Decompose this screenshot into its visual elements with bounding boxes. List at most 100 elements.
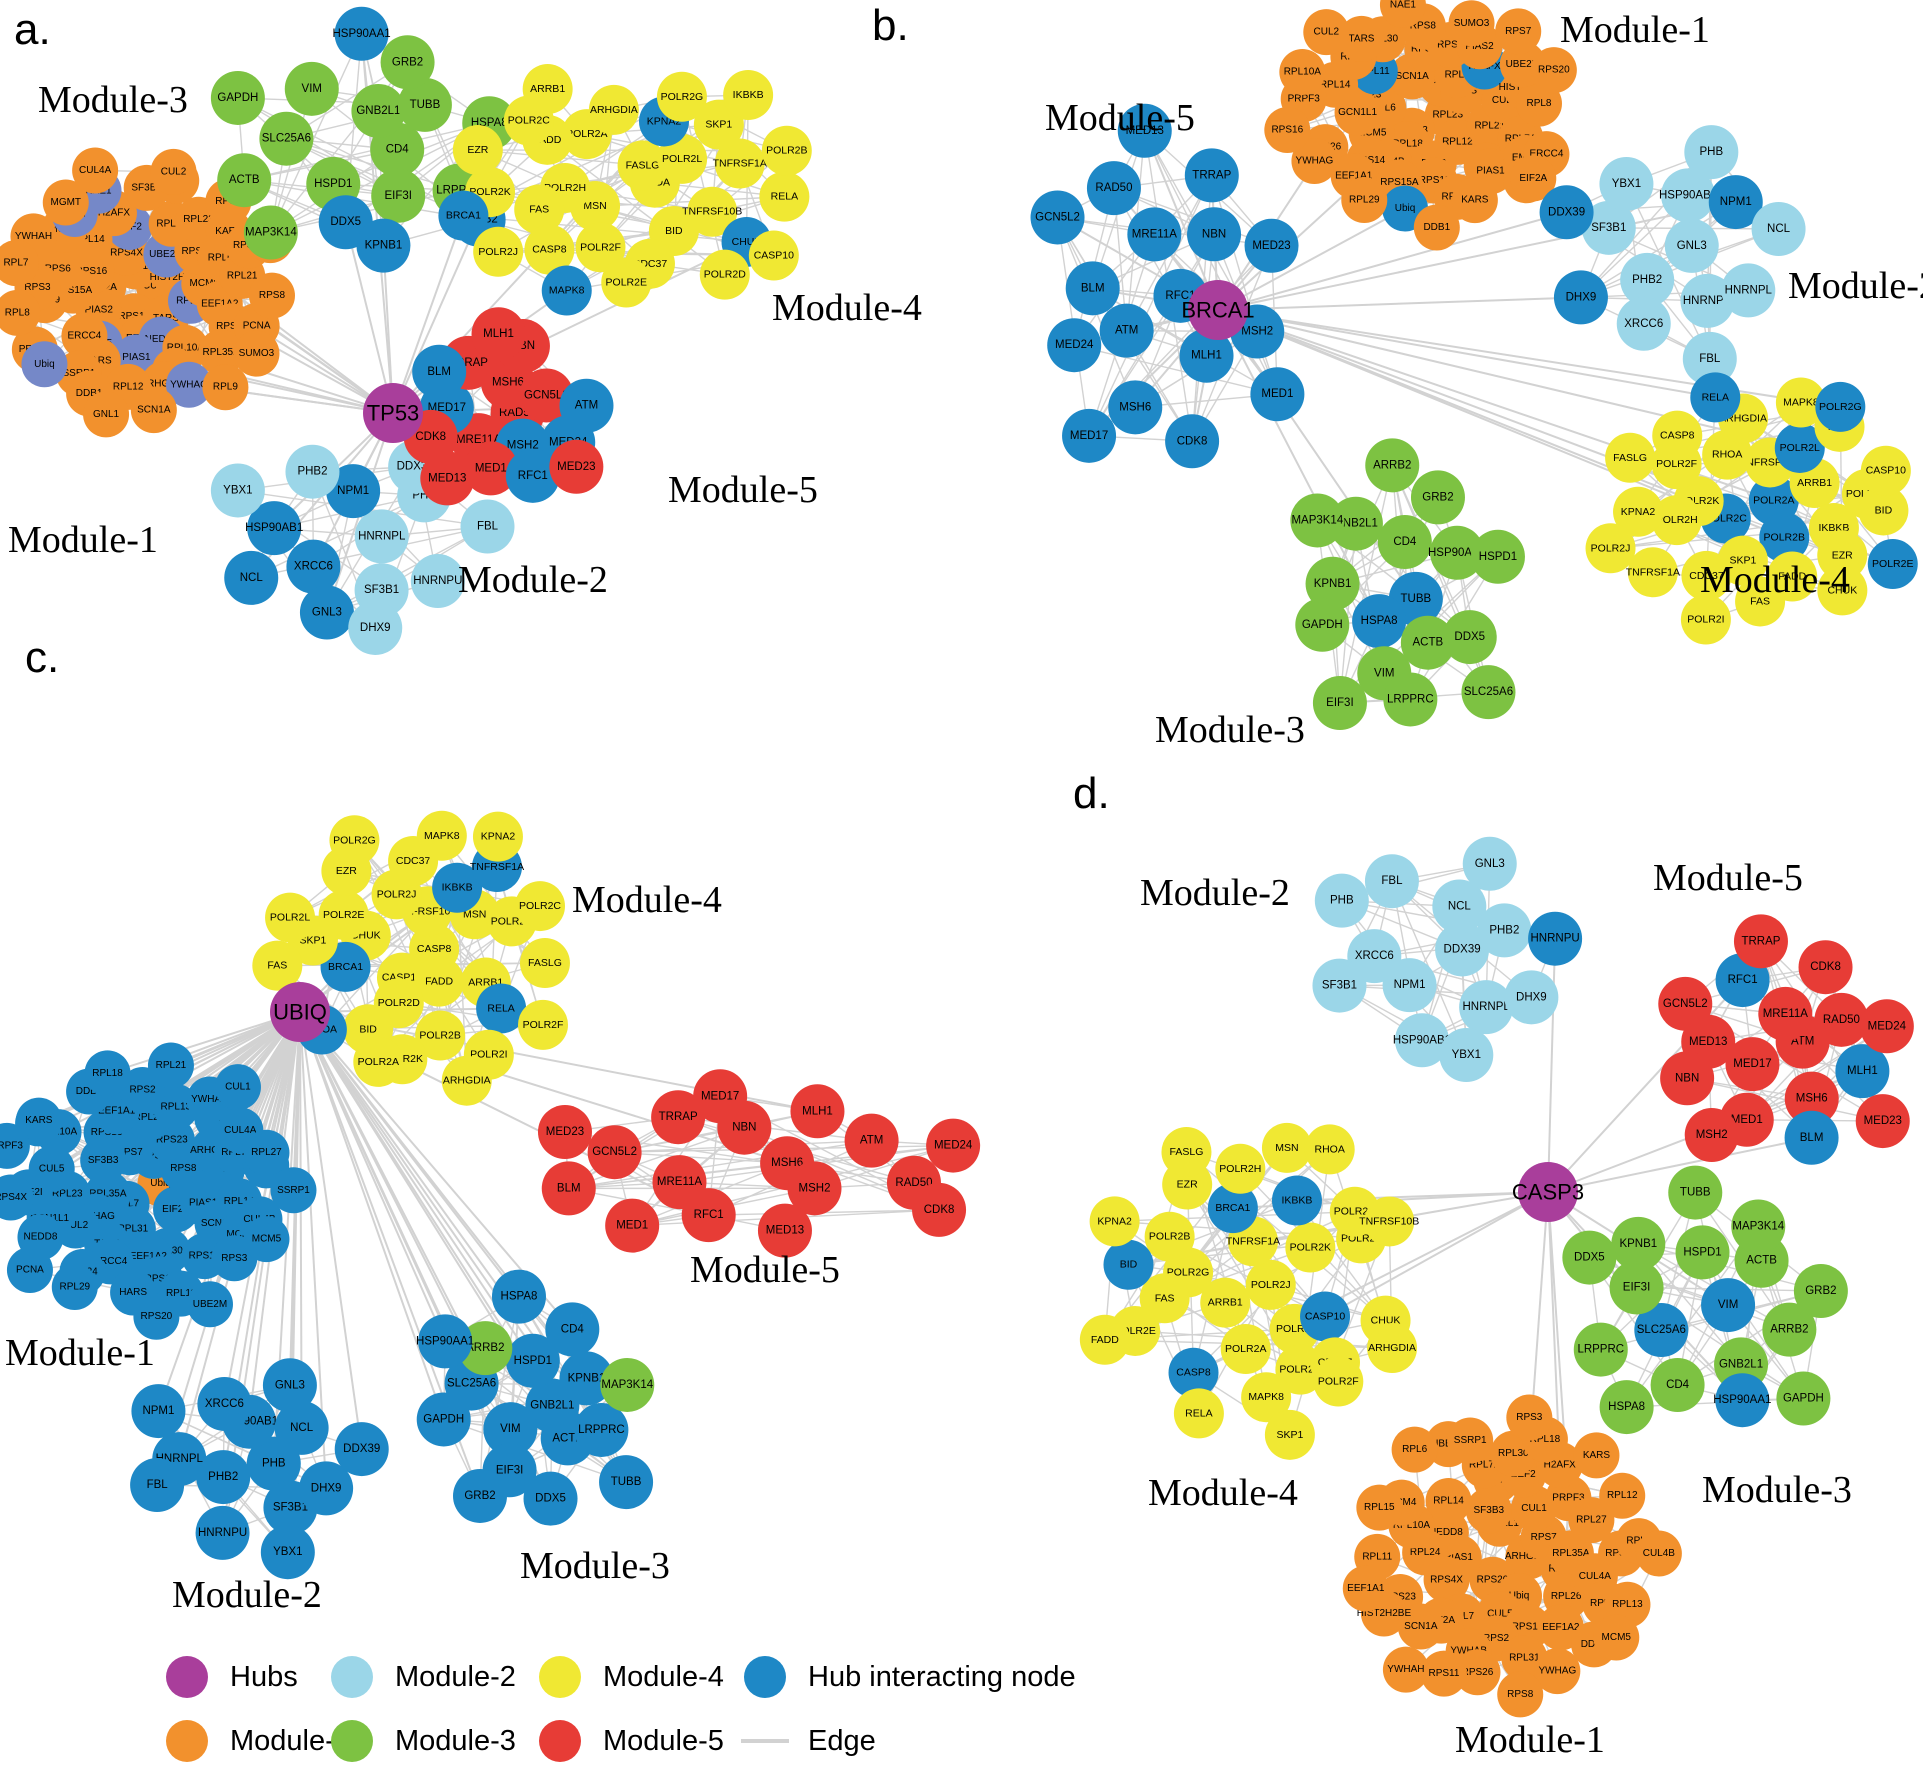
node-TRRAP[interactable]: TRRAP — [1733, 914, 1788, 969]
node-MED23[interactable]: MED23 — [1855, 1094, 1910, 1149]
node-GRB2[interactable]: GRB2 — [453, 1468, 508, 1523]
node-GAPDH[interactable]: GAPDH — [1295, 597, 1350, 652]
node-SCN1A[interactable]: SCN1A — [130, 387, 177, 434]
node-POLR2A[interactable]: POLR2A — [1220, 1323, 1271, 1374]
node-MCM5[interactable]: MCM5 — [243, 1216, 290, 1263]
node-DHX9[interactable]: DHX9 — [348, 600, 403, 655]
node-XRCC6[interactable]: XRCC6 — [286, 539, 341, 594]
node-ATM[interactable]: ATM — [844, 1113, 899, 1168]
node-ATM[interactable]: ATM — [559, 378, 614, 433]
node-SLC25A6[interactable]: SLC25A6 — [1461, 665, 1516, 720]
node-HSPA8[interactable]: HSPA8 — [491, 1269, 546, 1324]
node-RELA[interactable]: RELA — [1690, 372, 1741, 423]
node-POLR2K[interactable]: POLR2K — [1285, 1222, 1336, 1273]
node-PHB[interactable]: PHB — [1684, 125, 1739, 180]
node-GCN5L2[interactable]: GCN5L2 — [1030, 190, 1085, 245]
node-POLR2J[interactable]: POLR2J — [473, 226, 524, 277]
node-POLR2I[interactable]: POLR2I — [1680, 594, 1731, 645]
node-HSPD1[interactable]: HSPD1 — [1675, 1225, 1730, 1280]
node-RPS16[interactable]: RPS16 — [1264, 106, 1311, 153]
node-XRCC6[interactable]: XRCC6 — [1616, 296, 1671, 351]
node-EEF1A1[interactable]: EEF1A1 — [1342, 1565, 1389, 1612]
node-MAPK8[interactable]: MAPK8 — [416, 810, 467, 861]
node-MAPK8[interactable]: MAPK8 — [541, 265, 592, 316]
node-CASP10[interactable]: CASP10 — [748, 230, 799, 281]
node-XRCC6[interactable]: XRCC6 — [197, 1376, 252, 1431]
node-NBN[interactable]: NBN — [1660, 1051, 1715, 1106]
node-MED1[interactable]: MED1 — [1250, 367, 1305, 422]
node-MSH2[interactable]: MSH2 — [1684, 1108, 1739, 1163]
node-POLR2L[interactable]: POLR2L — [265, 892, 316, 943]
node-MCM5[interactable]: MCM5 — [1593, 1614, 1640, 1661]
node-DDB1[interactable]: DDB1 — [1413, 204, 1460, 251]
node-VIM[interactable]: VIM — [1701, 1278, 1756, 1333]
node-IKBKB[interactable]: IKBKB — [723, 70, 774, 121]
node-LRPPRC[interactable]: LRPPRC — [1573, 1322, 1628, 1377]
node-BLM[interactable]: BLM — [541, 1161, 596, 1216]
node-DDX39[interactable]: DDX39 — [1539, 185, 1594, 240]
node-GRB2[interactable]: GRB2 — [380, 35, 435, 90]
node-RPS3[interactable]: RPS3 — [1506, 1394, 1553, 1441]
node-HSPA8[interactable]: HSPA8 — [1352, 594, 1407, 649]
node-CASP10[interactable]: CASP10 — [1860, 445, 1911, 496]
node-RPL29[interactable]: RPL29 — [51, 1264, 98, 1311]
node-MLH1[interactable]: MLH1 — [790, 1084, 845, 1139]
node-CUL2[interactable]: CUL2 — [150, 148, 197, 195]
node-UBE2M[interactable]: UBE2M — [186, 1281, 233, 1328]
node-BLM[interactable]: BLM — [412, 344, 467, 399]
node-FBL[interactable]: FBL — [460, 499, 515, 554]
hub-node-TP53[interactable]: TP53 — [363, 383, 423, 443]
node-MED24[interactable]: MED24 — [1859, 999, 1914, 1054]
node-RELA[interactable]: RELA — [759, 171, 810, 222]
hub-node-CASP3[interactable]: CASP3 — [1512, 1162, 1584, 1222]
node-SF3B1[interactable]: SF3B1 — [1312, 958, 1367, 1013]
node-SUMO3[interactable]: SUMO3 — [1448, 0, 1495, 47]
node-DHX9[interactable]: DHX9 — [1553, 270, 1608, 325]
node-GNB2L1[interactable]: GNB2L1 — [351, 83, 406, 138]
node-POLR2D[interactable]: POLR2D — [699, 249, 750, 300]
node-KPNB1[interactable]: KPNB1 — [1611, 1216, 1666, 1271]
node-IKBKB[interactable]: IKBKB — [1271, 1175, 1322, 1226]
node-RAD50[interactable]: RAD50 — [1814, 992, 1869, 1047]
node-MED1[interactable]: MED1 — [605, 1198, 660, 1253]
node-GAPDH[interactable]: GAPDH — [210, 70, 265, 125]
node-MAP3K14[interactable]: MAP3K14 — [1731, 1199, 1786, 1254]
node-CUL1[interactable]: CUL1 — [214, 1064, 261, 1111]
node-BRCA1[interactable]: BRCA1 — [438, 190, 489, 241]
node-MED17[interactable]: MED17 — [693, 1069, 748, 1124]
node-GCN5L2[interactable]: GCN5L2 — [1658, 976, 1713, 1031]
node-RPS7[interactable]: RPS7 — [1495, 8, 1542, 55]
node-HSPA8[interactable]: HSPA8 — [1599, 1380, 1654, 1435]
node-RAD50[interactable]: RAD50 — [1086, 161, 1141, 216]
node-YBX1[interactable]: YBX1 — [210, 463, 265, 518]
node-RHOA[interactable]: RHOA — [1304, 1124, 1355, 1175]
node-CUL4A[interactable]: CUL4A — [72, 147, 119, 194]
node-ARHGDIA[interactable]: ARHGDIA — [588, 84, 639, 135]
node-POLR2B[interactable]: POLR2B — [761, 125, 812, 176]
node-NBN[interactable]: NBN — [1187, 207, 1242, 262]
node-PHB[interactable]: PHB — [1314, 873, 1369, 928]
node-GRB2[interactable]: GRB2 — [1410, 470, 1465, 525]
node-SLC25A6[interactable]: SLC25A6 — [259, 111, 314, 166]
node-CDK8[interactable]: CDK8 — [1165, 414, 1220, 469]
node-RPS8[interactable]: RPS8 — [1497, 1671, 1544, 1718]
node-MLH1[interactable]: MLH1 — [471, 307, 526, 362]
node-RPL18[interactable]: RPL18 — [84, 1050, 131, 1097]
node-RPL10A[interactable]: RPL10A — [1279, 49, 1326, 96]
node-YBX1[interactable]: YBX1 — [1599, 156, 1654, 211]
node-FBL[interactable]: FBL — [130, 1458, 185, 1513]
node-EZR[interactable]: EZR — [452, 125, 503, 176]
node-CD4[interactable]: CD4 — [545, 1302, 600, 1357]
node-HNRNPU[interactable]: HNRNPU — [195, 1505, 250, 1560]
node-LRPPRC[interactable]: LRPPRC — [1383, 672, 1438, 727]
node-CUL2[interactable]: CUL2 — [1303, 9, 1350, 56]
node-POLR2C[interactable]: POLR2C — [515, 881, 566, 932]
node-SKP1[interactable]: SKP1 — [1264, 1409, 1315, 1460]
node-CASP8[interactable]: CASP8 — [1652, 410, 1703, 461]
node-LRPPRC[interactable]: LRPPRC — [574, 1402, 629, 1457]
node-RPS8[interactable]: RPS8 — [248, 272, 295, 319]
node-Ubiq[interactable]: Ubiq — [21, 341, 68, 388]
node-ARHGDIA[interactable]: ARHGDIA — [1367, 1323, 1418, 1374]
node-RFC1[interactable]: RFC1 — [681, 1188, 736, 1243]
node-GNL1[interactable]: GNL1 — [83, 391, 130, 438]
